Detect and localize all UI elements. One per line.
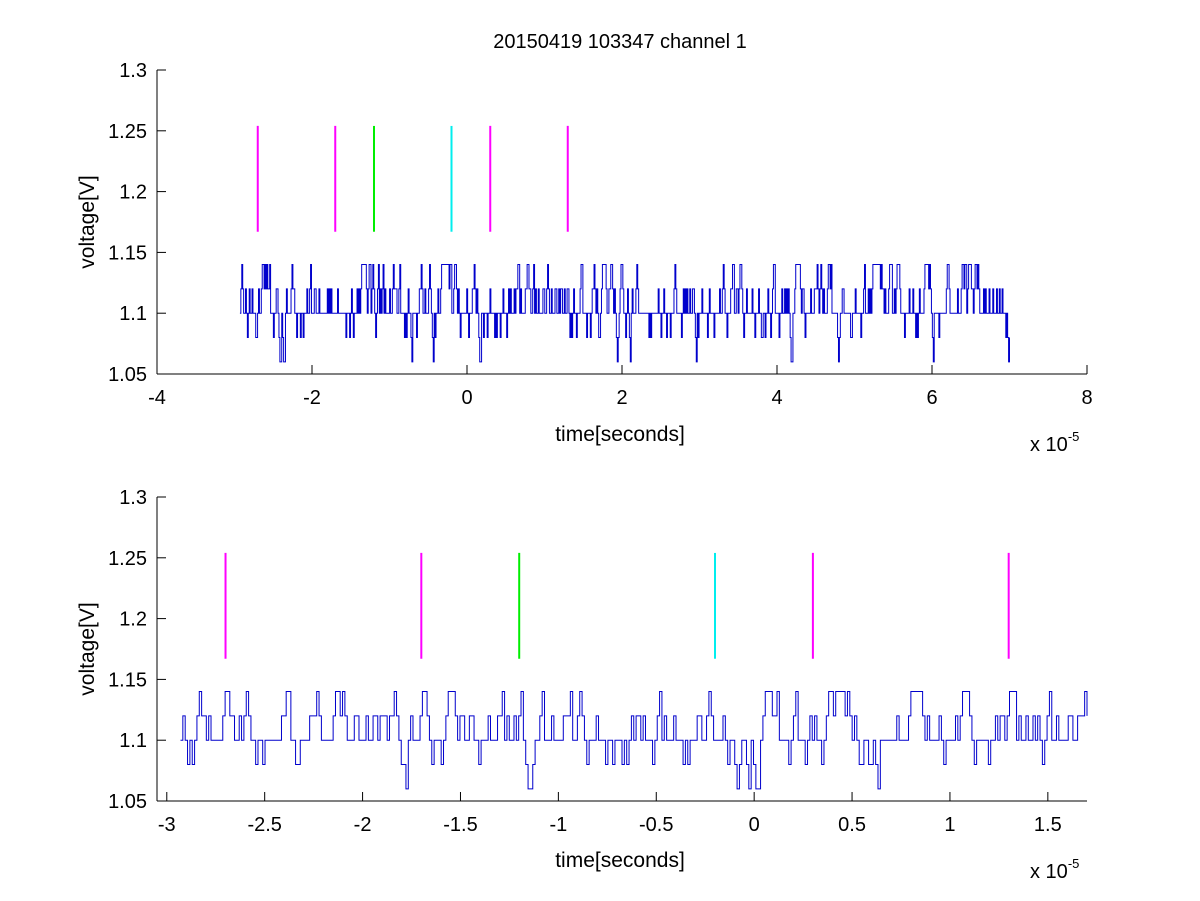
plot-bottom-xlabel: time[seconds]: [555, 849, 685, 872]
plot-top-x-multiplier: x 10-5: [1030, 429, 1079, 456]
plot-bottom: -3 -2.5 -2 -1.5 -1 -0.5 0 0.5 1 1.5 1.05 1.1 1.15 1.2…: [76, 487, 1088, 883]
plot-bottom-y-tick-label: 1.25: [108, 548, 147, 570]
plot-bottom-y-tick-label: 1.15: [108, 669, 147, 691]
plot-bottom-signal-line: [180, 691, 1088, 790]
plot-bottom-x-tick-label: -1: [549, 814, 567, 836]
plot-bottom-x-multiplier-exponent: -5: [1068, 856, 1080, 871]
plot-bottom-x-tick-label: 0.5: [838, 814, 866, 836]
plot-bottom-x-tick-label: -1.5: [443, 814, 477, 836]
plot-bottom-ylabel: voltage[V]: [76, 602, 99, 695]
plot-top-y-tick-label: 1.05: [108, 364, 147, 386]
plot-bottom-y-tick-label: 1.3: [119, 487, 147, 509]
plot-top-ylabel: voltage[V]: [76, 175, 99, 268]
plot-top-signal-line: [239, 264, 1010, 363]
plot-bottom-y-tick-label: 1.1: [119, 730, 147, 752]
plot-top-xlabel: time[seconds]: [555, 423, 685, 446]
plot-bottom-x-tick-label: -3: [158, 814, 176, 836]
plot-top-x-multiplier-exponent: -5: [1068, 429, 1080, 444]
plot-top-y-tick-label: 1.1: [119, 303, 147, 325]
figure-title: 20150419 103347 channel 1: [493, 31, 747, 53]
plot-top-y-tick-label: 1.15: [108, 242, 147, 264]
plot-top-y-tick-label: 1.3: [119, 60, 147, 82]
plot-top-marks: -4 -2 0 2 4 6 8 1.05 1.1 1.15 1.2 1.25 1.3: [108, 60, 1093, 409]
plot-bottom-x-tick-label: 1.5: [1034, 814, 1062, 836]
plot-top-y-tick-label: 1.2: [119, 182, 147, 204]
plot-top-x-tick-label: -2: [303, 387, 321, 409]
plot-top-x-tick-label: 4: [771, 387, 782, 409]
plot-bottom-x-multiplier: x 10-5: [1030, 856, 1079, 883]
plot-top-x-tick-label: 8: [1081, 387, 1092, 409]
plot-bottom-x-tick-label: 0: [749, 814, 760, 836]
plot-top-x-multiplier-base: x 10: [1030, 434, 1068, 456]
plot-bottom-x-tick-label: 1: [944, 814, 955, 836]
plot-top-x-tick-label: 2: [616, 387, 627, 409]
plot-bottom-x-multiplier-base: x 10: [1030, 861, 1068, 883]
plot-bottom-y-tick-label: 1.2: [119, 609, 147, 631]
plot-bottom-x-tick-label: -2: [354, 814, 372, 836]
plot-top-x-tick-label: -4: [148, 387, 166, 409]
plot-top: -4 -2 0 2 4 6 8 1.05 1.1 1.15 1.2 1.25 1.3 voltage[V…: [76, 60, 1093, 456]
plot-bottom-x-tick-label: -2.5: [247, 814, 281, 836]
plot-bottom-marks: -3 -2.5 -2 -1.5 -1 -0.5 0 0.5 1 1.5 1.05 1.1 1.15 1.2…: [108, 487, 1088, 836]
plot-bottom-x-tick-label: -0.5: [639, 814, 673, 836]
plot-top-x-tick-label: 6: [926, 387, 937, 409]
plot-bottom-y-tick-label: 1.05: [108, 791, 147, 813]
plot-top-x-tick-label: 0: [461, 387, 472, 409]
plot-top-y-tick-label: 1.25: [108, 121, 147, 143]
